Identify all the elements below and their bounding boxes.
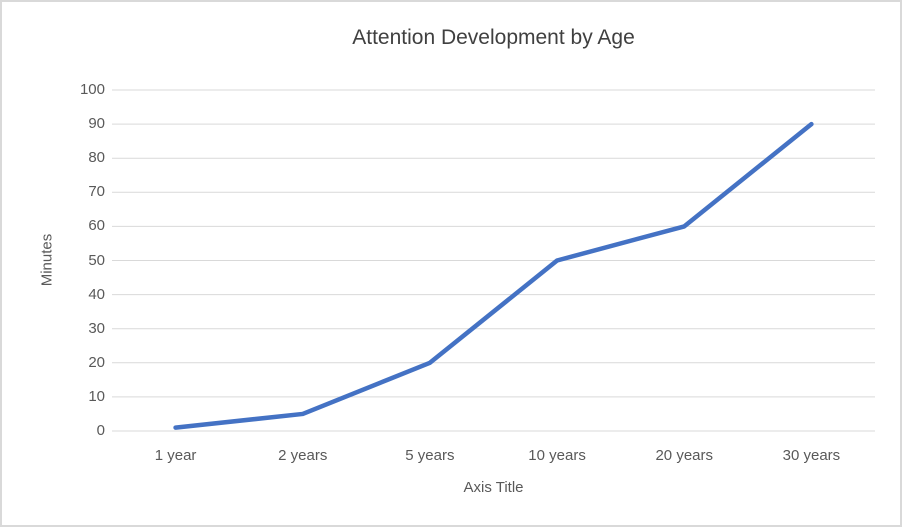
x-tick-label: 10 years [528, 447, 586, 464]
x-tick-label: 20 years [655, 447, 714, 464]
x-tick-label: 30 years [782, 447, 841, 464]
x-tick-label: 1 year [154, 447, 197, 464]
x-tick-label: 5 years [405, 447, 455, 464]
y-tick-label: 10 [88, 387, 105, 405]
y-tick-label: 80 [88, 149, 105, 167]
y-tick-label: 20 [88, 353, 105, 371]
x-axis-title: Axis Title [463, 479, 524, 496]
x-tick-label: 2 years [278, 447, 328, 464]
y-tick-label: 70 [88, 183, 105, 201]
chart-title: Attention Development by Age [352, 26, 635, 49]
y-tick-label: 100 [79, 81, 105, 98]
y-tick-label: 30 [88, 319, 105, 337]
y-tick-label: 40 [88, 285, 105, 303]
y-tick-label: 50 [88, 251, 105, 269]
y-tick-label: 0 [96, 422, 105, 439]
y-tick-label: 90 [88, 115, 105, 133]
y-tick-label: 60 [88, 217, 105, 235]
data-line-minutes [173, 121, 814, 430]
